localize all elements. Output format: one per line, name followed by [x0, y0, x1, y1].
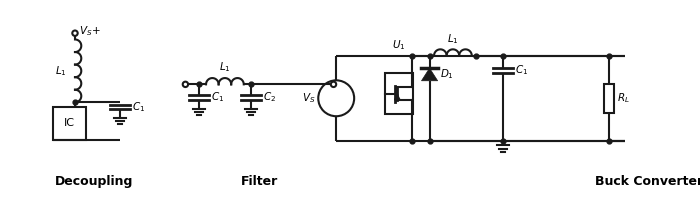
Circle shape	[331, 82, 336, 87]
Text: $D_1$: $D_1$	[440, 68, 454, 81]
Polygon shape	[421, 68, 438, 81]
Text: $C_1$: $C_1$	[514, 64, 528, 77]
Text: $V_S$: $V_S$	[302, 91, 316, 105]
Text: $R_L$: $R_L$	[617, 91, 630, 105]
Text: Filter: Filter	[241, 176, 278, 189]
Text: $C_1$: $C_1$	[132, 100, 145, 114]
Text: $C_1$: $C_1$	[211, 91, 224, 104]
Bar	[52, 107, 86, 140]
Circle shape	[72, 30, 78, 36]
Bar	[385, 73, 414, 114]
Circle shape	[183, 82, 188, 87]
Text: $L_1$: $L_1$	[447, 32, 458, 46]
Text: Decoupling: Decoupling	[55, 176, 134, 189]
Text: $L_1$: $L_1$	[55, 64, 67, 78]
Text: Buck Converter: Buck Converter	[595, 176, 700, 189]
Text: $C_2$: $C_2$	[262, 91, 276, 104]
Bar	[603, 84, 615, 113]
Text: IC: IC	[64, 118, 75, 128]
Text: $V_S$+: $V_S$+	[80, 25, 101, 38]
Text: $L_1$: $L_1$	[219, 61, 231, 75]
Text: $U_1$: $U_1$	[392, 38, 406, 52]
